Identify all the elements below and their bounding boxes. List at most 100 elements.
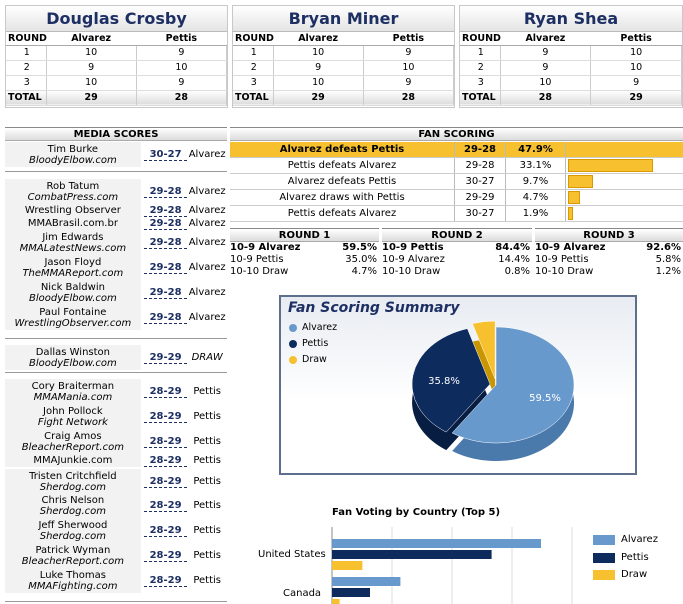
column-header: Alvarez	[46, 32, 137, 46]
score-cell: 1	[233, 45, 274, 61]
scorecard-total: TOTAL 28 29	[460, 89, 682, 106]
score-cell: 9	[363, 75, 455, 91]
total-cell: 28	[136, 89, 228, 106]
media-name: Luke Thomas	[39, 569, 106, 581]
country-bar-alvarez	[332, 539, 541, 548]
media-score-link[interactable]: 28-29	[143, 455, 188, 467]
media-score-link[interactable]: 28-29	[143, 575, 188, 587]
media-score-row: MMABrasil.com.br 29-28 Alvarez	[5, 217, 227, 230]
country-legend-alvarez: Alvarez	[593, 534, 658, 545]
score-cell: 10	[46, 75, 137, 91]
media-winner: Pettis	[193, 575, 222, 586]
media-score-row: Chris Nelson Sherdog.com 28-29 Pettis	[5, 493, 227, 518]
fan-outcome-pct: 33.1%	[506, 158, 566, 173]
media-winner: DRAW	[191, 352, 223, 363]
media-name: Cory Braiterman	[31, 380, 115, 392]
judge-name: Ryan Shea	[460, 6, 682, 32]
round-result-pct: 35.0%	[345, 254, 377, 265]
media-name: Dallas Winston	[35, 346, 111, 358]
score-cell: 9	[500, 60, 592, 76]
round-result-pct: 59.5%	[342, 242, 377, 253]
media-winner: Alvarez	[188, 312, 226, 323]
fan-bar	[568, 191, 581, 204]
media-score-link[interactable]: 29-28	[143, 312, 188, 324]
score-cell: 10	[363, 60, 455, 76]
media-score-row: Tristen Critchfield Sherdog.com 28-29 Petti…	[5, 469, 227, 494]
score-cell: 3	[460, 75, 501, 91]
media-score-link[interactable]: 29-29	[143, 352, 188, 364]
media-score-link[interactable]: 28-29	[143, 476, 188, 488]
media-score-row: Luke Thomas MMAFighting.com 28-29 Pettis	[5, 568, 227, 593]
fan-outcome-pct: 1.9%	[506, 206, 566, 221]
media-score-link[interactable]: 28-29	[143, 411, 188, 423]
country-bar-pettis	[332, 550, 492, 559]
total-cell: 29	[46, 89, 137, 106]
fan-outcome-pct: 4.7%	[506, 190, 566, 205]
media-outlet: Fight Network	[37, 416, 108, 428]
round-result-row: 10-9 Alvarez 92.6%	[535, 242, 683, 254]
country-bar-alvarez	[332, 577, 401, 586]
media-member: John Pollock Fight Network	[5, 404, 141, 429]
media-name: Chris Nelson	[41, 494, 105, 506]
round-result-row: 10-10 Draw 0.8%	[382, 266, 532, 278]
column-header: Pettis	[363, 32, 454, 46]
media-score-link[interactable]: 28-29	[143, 436, 188, 448]
score-cell: 1	[6, 45, 47, 61]
column-header: Pettis	[590, 32, 682, 46]
media-name: Tristen Critchfield	[29, 470, 117, 482]
media-score-link[interactable]: 28-29	[143, 525, 188, 537]
media-score-link[interactable]: 29-28	[143, 237, 188, 249]
fan-bar	[568, 207, 573, 220]
fan-outcome-score: 29-28	[455, 158, 506, 173]
judge-scorecard: ROUND Alvarez Pettis 1 10 9 2 9 10 3 10 9 TOTAL 29 28	[233, 32, 455, 106]
pie-slice-pettis	[411, 328, 491, 433]
round-result-pct: 84.4%	[495, 242, 530, 253]
fan-bar-track	[566, 190, 683, 205]
media-score-row: Craig Amos BleacherReport.com 28-29 Pettis	[5, 429, 227, 454]
round-result-label: 10-9 Pettis	[382, 242, 444, 253]
country-label-us: United States	[258, 549, 326, 560]
media-score-link[interactable]: 29-28	[143, 218, 188, 230]
media-score-link[interactable]: 28-29	[143, 386, 188, 398]
fan-bar-track	[566, 142, 683, 157]
scorecard-row: 3 10 9	[6, 75, 228, 91]
media-score-link[interactable]: 28-29	[143, 500, 188, 512]
column-header: ROUND	[6, 32, 47, 46]
media-member: Rob Tatum CombatPress.com	[5, 179, 141, 204]
fan-outcome-score: 30-27	[455, 174, 506, 189]
media-outlet: WrestlingObserver.com	[14, 317, 132, 329]
media-score-link[interactable]: 29-28	[143, 262, 188, 274]
fan-bar	[568, 159, 654, 172]
round-result-row: 10-9 Pettis 84.4%	[382, 242, 532, 254]
scorecard-row: 1 10 9	[6, 45, 228, 61]
pie-svg: 59.5% 35.8%	[411, 320, 575, 461]
media-winner: Pettis	[193, 386, 222, 397]
media-score-link[interactable]: 30-27	[143, 149, 188, 161]
media-score-row: Wrestling Observer 29-28 Alvarez	[5, 204, 227, 217]
media-score-link[interactable]: 29-28	[143, 287, 188, 299]
media-score-row: Cory Braiterman MMAMania.com 28-29 Pettis	[5, 379, 227, 404]
media-score-link[interactable]: 29-28	[143, 205, 188, 217]
round-result-label: 10-9 Alvarez	[535, 242, 606, 253]
score-cell: 3	[6, 75, 47, 91]
fan-outcome-score: 29-29	[455, 190, 506, 205]
round-result-row: 10-9 Alvarez 14.4%	[382, 254, 532, 266]
media-score-row: Nick Baldwin BloodyElbow.com 29-28 Alvarez	[5, 280, 227, 305]
media-name: Rob Tatum	[46, 180, 100, 192]
media-outlet: CombatPress.com	[27, 191, 119, 203]
scorecard-header: ROUND Alvarez Pettis	[6, 32, 227, 46]
media-outlet: Sherdog.com	[39, 505, 107, 517]
fan-outcome-label: Alvarez draws with Pettis	[230, 190, 455, 205]
media-name: Jason Floyd	[44, 256, 102, 268]
round-result-label: 10-10 Draw	[230, 266, 289, 277]
media-member: Jason Floyd TheMMAReport.com	[5, 255, 141, 280]
scorecard-header: ROUND Alvarez Pettis	[233, 32, 454, 46]
scorecard-header: ROUND Alvarez Pettis	[460, 32, 682, 46]
column-header: Alvarez	[273, 32, 364, 46]
pie-slice-alvarez	[451, 326, 575, 444]
fan-outcome-label: Pettis defeats Alvarez	[230, 158, 455, 173]
legend-pettis: Pettis	[289, 338, 328, 349]
media-score-link[interactable]: 28-29	[143, 550, 188, 562]
country-chart-svg	[331, 527, 573, 604]
media-score-link[interactable]: 29-28	[143, 186, 188, 198]
